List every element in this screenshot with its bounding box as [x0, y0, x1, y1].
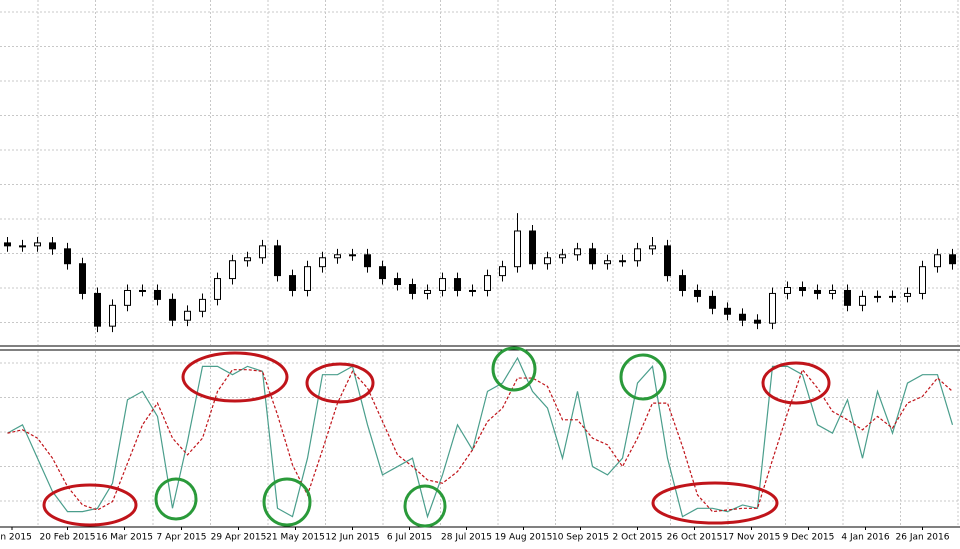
x-tick-label: 20 Feb 2015	[39, 533, 95, 543]
candle-body	[559, 254, 566, 259]
candle-body	[769, 292, 776, 324]
x-tick-label: 16 Mar 2015	[96, 533, 153, 543]
candle-body	[799, 286, 806, 291]
x-tick-label: 9 Dec 2015	[783, 533, 835, 543]
x-tick-label: 21 May 2015	[266, 533, 325, 543]
candle-body	[289, 275, 296, 291]
candle-body	[244, 257, 251, 262]
candle-body	[544, 257, 551, 265]
candle-body	[64, 248, 71, 265]
candle-body	[919, 266, 926, 294]
candle-body	[439, 278, 446, 291]
annotation-ellipse	[761, 361, 831, 405]
x-tick-label: 2 Oct 2015	[613, 533, 663, 543]
x-tick-label: 12 Jun 2015	[325, 533, 379, 543]
annotation-ellipse	[305, 362, 375, 404]
candle-body	[79, 263, 86, 294]
candle-body	[724, 307, 731, 315]
candle-body	[949, 254, 956, 265]
candle-body	[94, 292, 101, 327]
candle-body	[634, 248, 641, 262]
candle-body	[499, 266, 506, 277]
x-tick-label: Jan 2015	[0, 533, 32, 543]
candle-body	[394, 278, 401, 286]
candle-body	[469, 289, 476, 292]
candle-body	[379, 266, 386, 280]
annotation-circle	[262, 477, 312, 527]
candle-body	[649, 245, 656, 250]
x-tick-label: 7 Apr 2015	[157, 533, 207, 543]
candle-body	[889, 295, 896, 298]
candle-body	[454, 278, 461, 291]
annotation-circle	[154, 477, 198, 521]
candle-body	[829, 289, 836, 294]
candle-body	[4, 242, 11, 247]
candle-body	[34, 242, 41, 247]
series-line	[7, 368, 953, 513]
candle-body	[304, 266, 311, 291]
candle-body	[109, 304, 116, 327]
candle-body	[529, 230, 536, 265]
x-tick-label: 17 Nov 2015	[723, 533, 781, 543]
candle-body	[589, 248, 596, 265]
x-tick-label: 10 Sep 2015	[552, 533, 609, 543]
candle-body	[904, 292, 911, 297]
marks	[4, 213, 956, 519]
candle-body	[679, 275, 686, 291]
candle-body	[139, 289, 146, 292]
annotation-circle	[619, 353, 667, 401]
candle-body	[214, 278, 221, 300]
candle-body	[259, 245, 266, 259]
annotation-circle	[491, 346, 537, 392]
candle-body	[364, 254, 371, 268]
candle-body	[844, 289, 851, 306]
annotations	[42, 346, 831, 528]
candle-body	[484, 275, 491, 291]
candle-body	[784, 286, 791, 294]
x-tick-label: 28 Jul 2015	[441, 533, 492, 543]
candle-body	[184, 310, 191, 321]
candle-body	[604, 260, 611, 265]
candle-body	[334, 254, 341, 259]
candle-body	[274, 245, 281, 277]
candle-body	[409, 284, 416, 294]
x-tick-label: 4 Jan 2016	[841, 533, 889, 543]
candle-body	[709, 295, 716, 309]
grid	[0, 0, 960, 526]
candle-body	[19, 245, 26, 248]
candle-body	[169, 298, 176, 321]
candle-body	[49, 242, 56, 250]
candle-body	[664, 245, 671, 277]
candle-body	[859, 295, 866, 306]
series-line	[7, 356, 954, 519]
x-tick-label: 29 Apr 2015	[211, 533, 267, 543]
candle-body	[229, 260, 236, 280]
candle-body	[934, 254, 941, 268]
candle-body	[349, 254, 356, 257]
x-tick-label: 6 Jul 2015	[387, 533, 432, 543]
candle-body	[124, 289, 131, 306]
candle-body	[199, 298, 206, 312]
candle-body	[694, 289, 701, 297]
x-tick-label: 26 Oct 2015	[667, 533, 723, 543]
candle-body	[874, 295, 881, 298]
candle-body	[754, 319, 761, 324]
candle-body	[319, 257, 326, 268]
candle-body	[739, 313, 746, 321]
candle-body	[424, 289, 431, 294]
annotation-ellipse	[42, 483, 138, 527]
candle-body	[814, 289, 821, 294]
x-tick-label: 26 Jan 2016	[896, 533, 950, 543]
candle-body	[619, 260, 626, 263]
x-tick-label: 19 Aug 2015	[495, 533, 553, 543]
annotation-ellipse	[651, 481, 779, 525]
annotation-circle	[403, 484, 447, 528]
annotation-ellipse	[181, 351, 289, 403]
candle-body	[574, 248, 581, 256]
candle-body	[154, 289, 161, 300]
candle-body	[514, 230, 521, 268]
